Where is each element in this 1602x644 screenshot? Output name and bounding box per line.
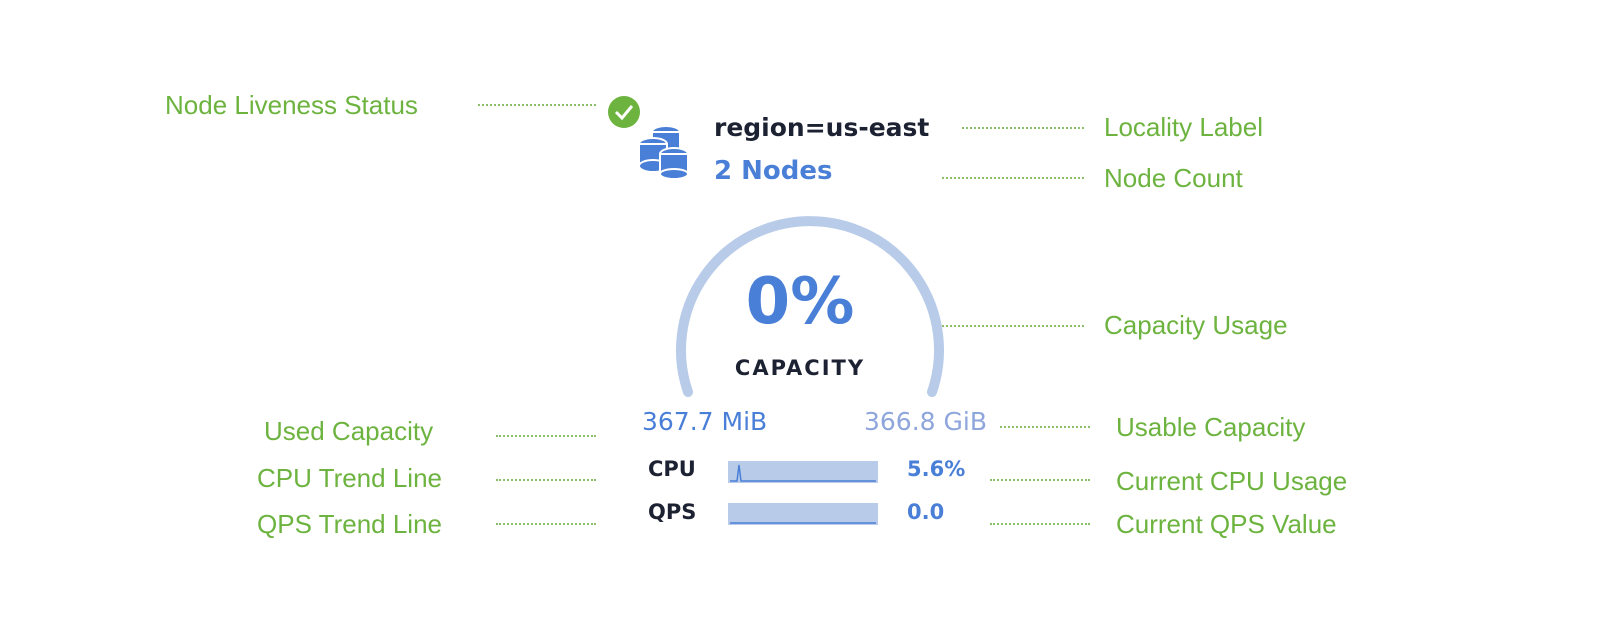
capacity-percent: 0%	[745, 265, 855, 339]
annotation-liveness: Node Liveness Status	[165, 90, 418, 120]
used-capacity: 367.7 MiB	[642, 407, 768, 436]
node-count: 2 Nodes	[714, 156, 833, 186]
locality-label[interactable]: region=us-east	[714, 113, 930, 142]
leader-line	[990, 479, 1090, 481]
leader-line	[942, 325, 1084, 327]
database-icon	[638, 125, 689, 180]
leader-line	[990, 523, 1090, 525]
capacity-label: CAPACITY	[734, 356, 866, 380]
annotation-qps-trend: QPS Trend Line	[257, 509, 442, 539]
leader-line	[942, 177, 1084, 179]
annotation-current-qps: Current QPS Value	[1116, 509, 1337, 539]
leader-line	[496, 435, 596, 437]
check-circle-icon	[608, 96, 640, 128]
cpu-value: 5.6%	[907, 457, 966, 481]
qps-sparkline	[728, 503, 878, 525]
leader-line	[496, 523, 596, 525]
annotation-used-capacity: Used Capacity	[264, 416, 434, 446]
leader-line	[478, 104, 596, 106]
leader-line	[1000, 426, 1090, 428]
leader-line	[496, 479, 596, 481]
annotation-node-count: Node Count	[1104, 163, 1243, 193]
qps-label: QPS	[648, 500, 697, 524]
annotation-capacity-usage: Capacity Usage	[1104, 310, 1288, 340]
qps-value: 0.0	[907, 500, 945, 524]
usable-capacity: 366.8 GiB	[864, 407, 987, 436]
annotation-cpu-trend: CPU Trend Line	[257, 463, 442, 493]
annotation-current-cpu: Current CPU Usage	[1116, 466, 1348, 496]
capacity-gauge	[676, 216, 944, 397]
annotation-usable-capacity: Usable Capacity	[1116, 412, 1306, 442]
gauge-track	[676, 216, 944, 397]
leader-line	[962, 127, 1084, 129]
cpu-label: CPU	[648, 457, 696, 481]
cpu-sparkline	[728, 461, 878, 483]
annotation-locality: Locality Label	[1104, 112, 1263, 142]
